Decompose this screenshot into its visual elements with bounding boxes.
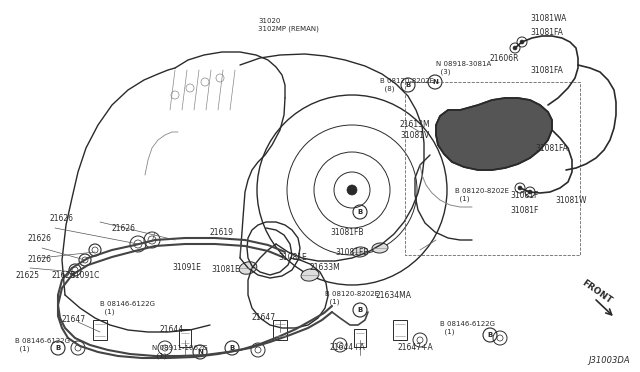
Text: 21626: 21626 [50,214,74,222]
Text: FRONT: FRONT [580,278,614,306]
Text: 21625: 21625 [15,270,39,279]
Text: 21634MA: 21634MA [375,291,411,299]
Polygon shape [436,98,552,170]
Circle shape [92,247,98,253]
Text: 21626: 21626 [112,224,136,232]
Text: 21613M
31081V: 21613M 31081V [400,120,431,140]
Text: 31081E: 31081E [211,266,240,275]
Text: B: B [357,307,363,313]
Circle shape [518,186,522,190]
Text: 31081FA: 31081FA [535,144,568,153]
Text: N 08911-1062G
  (1): N 08911-1062G (1) [152,345,208,359]
Text: 31020
3102MP (REMAN): 31020 3102MP (REMAN) [258,18,319,32]
Bar [393,320,407,340]
Bar [354,329,366,347]
Ellipse shape [352,247,368,257]
Text: 31091E: 31091E [172,263,201,273]
Text: 31081E: 31081E [278,253,307,263]
Text: 31081FB: 31081FB [330,228,364,237]
Text: 31081F: 31081F [510,190,538,199]
Text: B 08120-8202E
  (1): B 08120-8202E (1) [325,291,379,305]
Text: 31081WA: 31081WA [530,13,566,22]
Text: 21606R: 21606R [490,54,520,62]
Text: B 08120-8202E
  (8): B 08120-8202E (8) [380,78,434,92]
Text: B: B [405,82,411,88]
Text: B: B [229,345,235,351]
Text: N 08918-3081A
  (3): N 08918-3081A (3) [436,61,492,75]
Text: 21647+A: 21647+A [398,343,434,353]
Bar [179,329,191,347]
Circle shape [528,190,532,194]
Text: 31081FB: 31081FB [335,247,369,257]
Ellipse shape [301,269,319,281]
Circle shape [72,267,78,273]
Text: B 08120-8202E
  (1): B 08120-8202E (1) [455,188,509,202]
Text: 31081FA: 31081FA [530,65,563,74]
Text: 21644: 21644 [160,326,184,334]
Bar [93,320,107,340]
Text: 21626: 21626 [28,234,52,243]
Text: 31081FA: 31081FA [530,28,563,36]
Text: 21619: 21619 [210,228,234,237]
Text: 21647: 21647 [62,315,86,324]
Text: 21633M: 21633M [310,263,340,273]
Text: B: B [488,332,493,338]
Text: B 08146-6122G
  (1): B 08146-6122G (1) [100,301,155,315]
Text: N: N [432,79,438,85]
Circle shape [82,257,88,263]
Ellipse shape [239,262,257,274]
Text: 21644+A: 21644+A [330,343,365,353]
Circle shape [520,40,524,44]
Text: B: B [56,345,61,351]
Text: 21647: 21647 [252,314,276,323]
Text: N: N [197,349,203,355]
Text: 21625: 21625 [52,270,76,279]
Text: 31081W: 31081W [555,196,586,205]
Ellipse shape [372,243,388,253]
Circle shape [347,185,357,195]
Text: J31003DA: J31003DA [588,356,630,365]
Text: 21626: 21626 [28,256,52,264]
Text: B 08146-6122G
  (1): B 08146-6122G (1) [15,338,70,352]
Text: 31091C: 31091C [70,270,99,279]
Text: B 08146-6122G
  (1): B 08146-6122G (1) [440,321,495,335]
Text: 31081F: 31081F [510,205,538,215]
Text: B: B [357,209,363,215]
Bar [273,320,287,340]
Circle shape [513,46,517,50]
